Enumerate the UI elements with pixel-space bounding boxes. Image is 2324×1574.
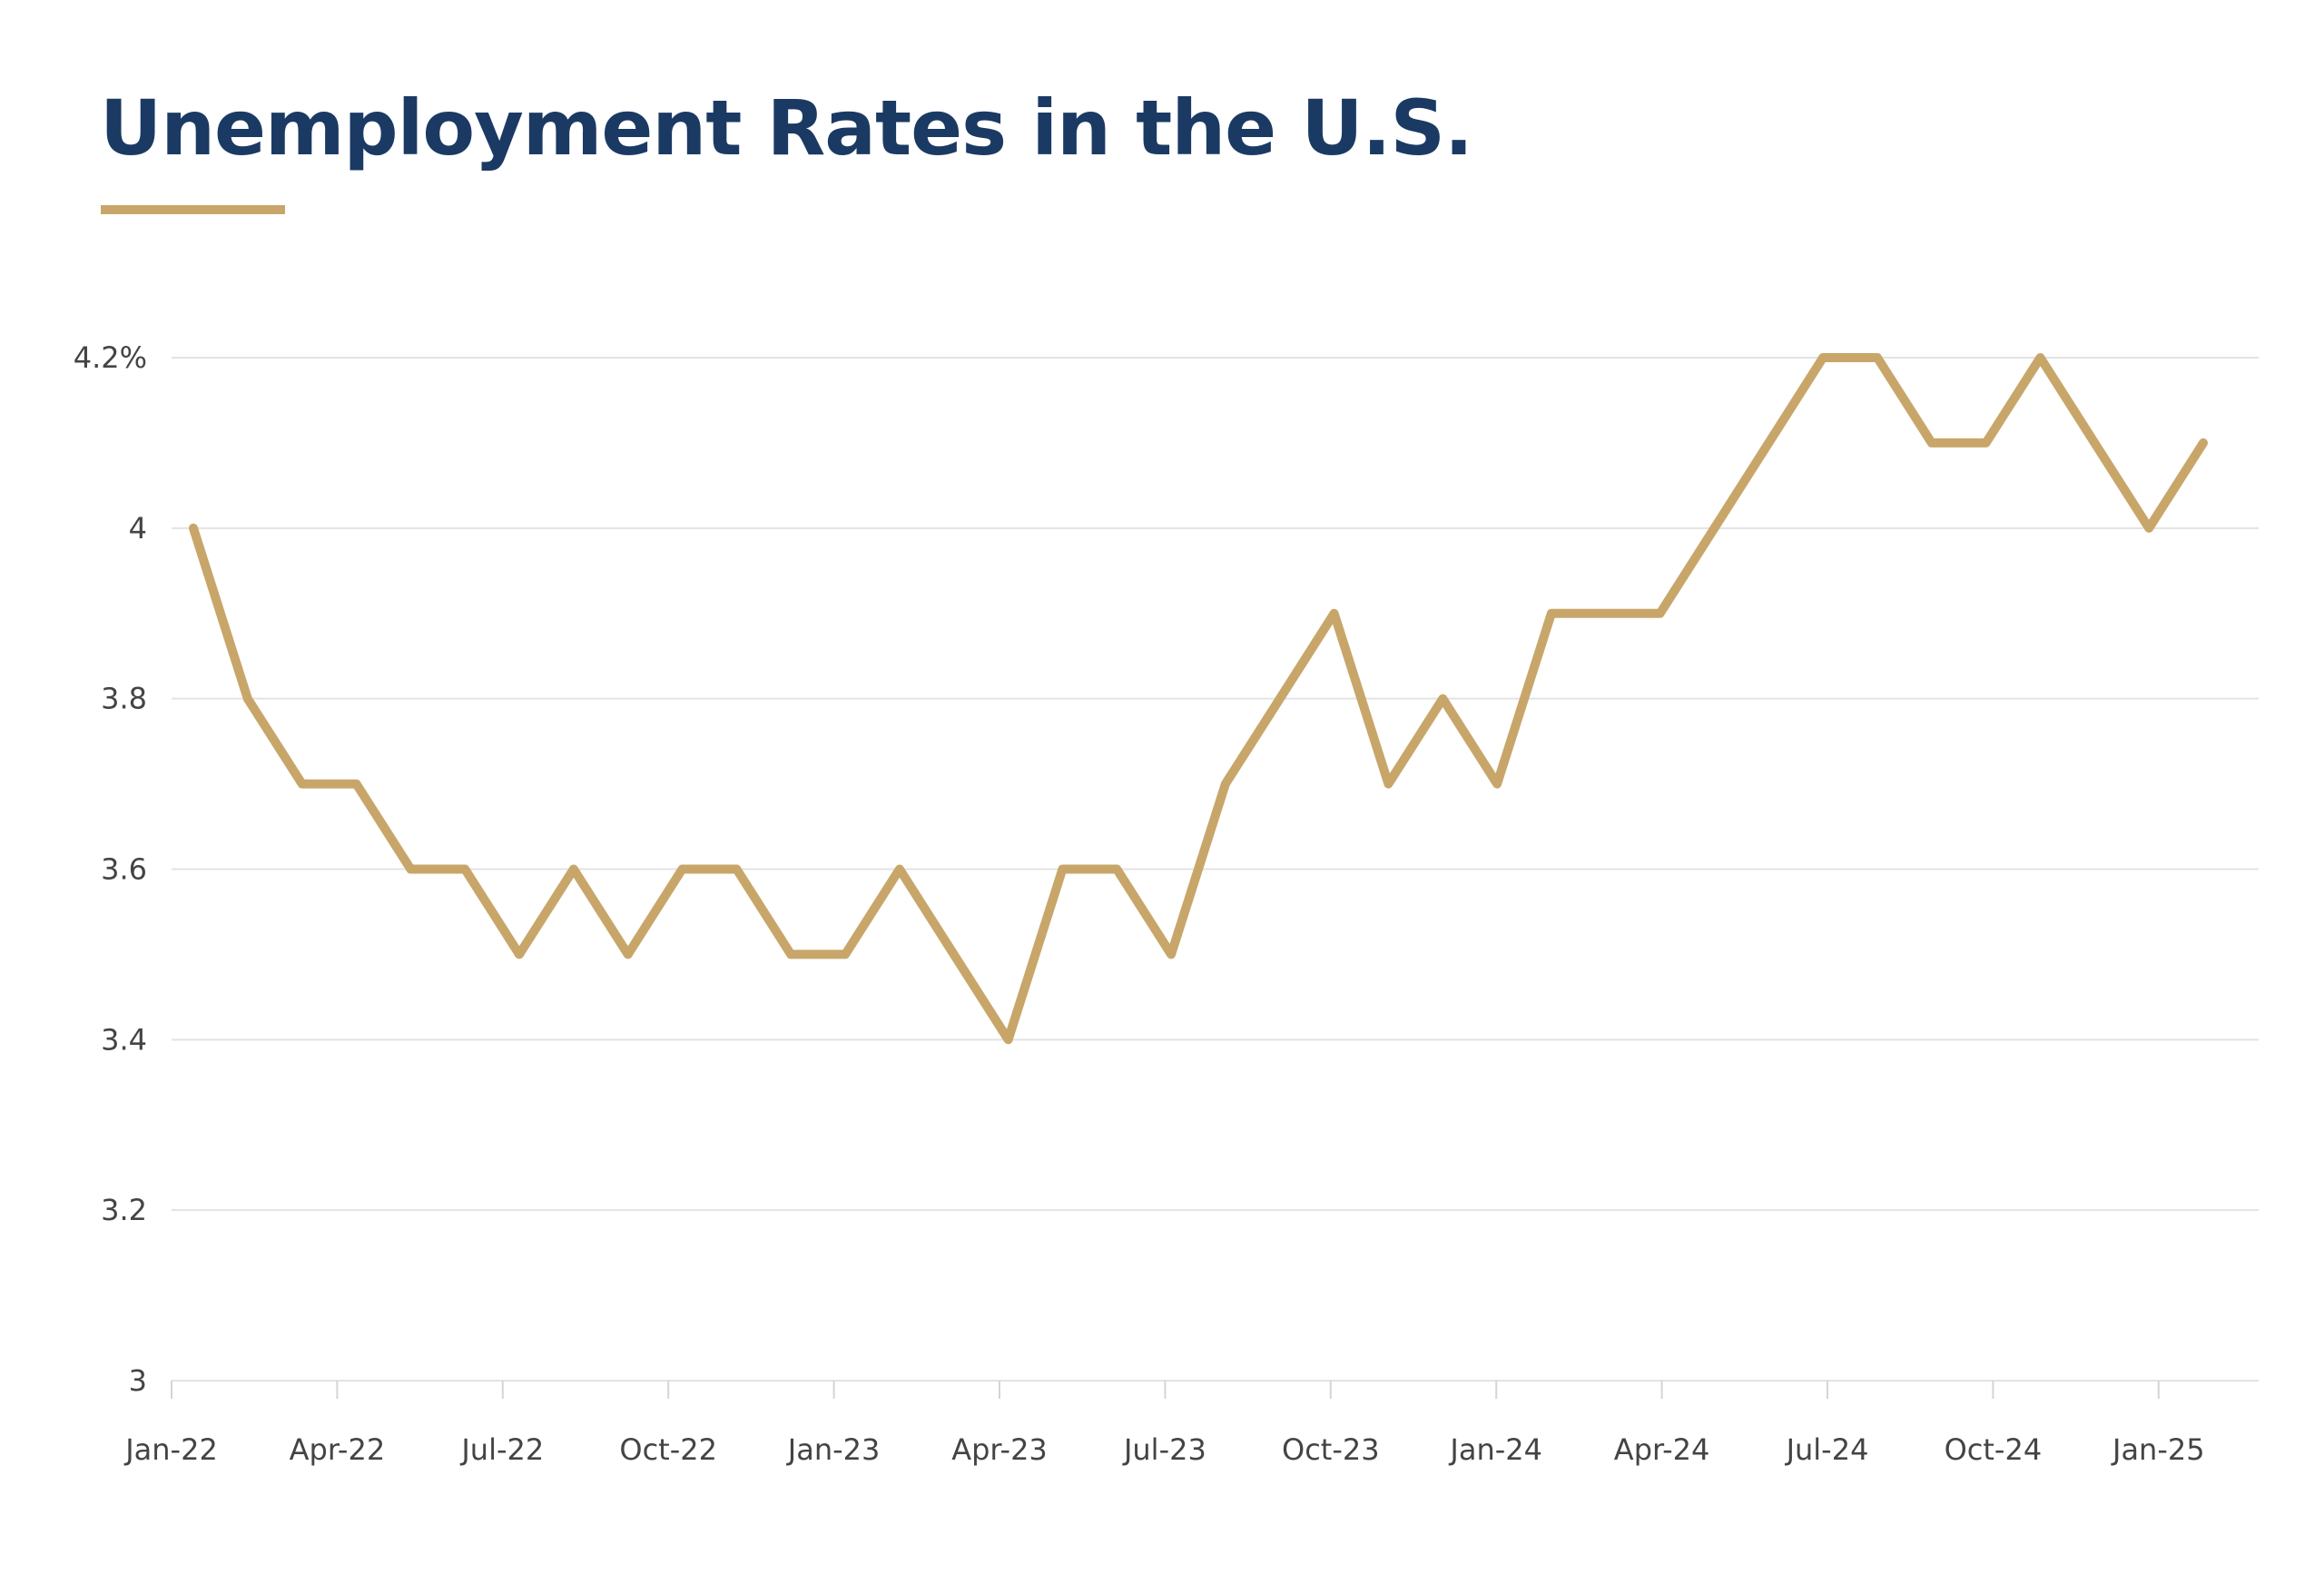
x-tick-label: Jul-22 — [459, 1432, 544, 1467]
y-tick-label: 3.2 — [101, 1193, 147, 1227]
x-tick-label: Jan-24 — [1448, 1432, 1542, 1467]
x-tick-label: Apr-23 — [951, 1432, 1048, 1467]
x-tick-label: Jul-23 — [1122, 1432, 1206, 1467]
x-tick-label: Oct-22 — [619, 1432, 717, 1467]
x-tick-label: Jul-24 — [1785, 1432, 1869, 1467]
y-tick-label: 4.2% — [74, 340, 147, 375]
x-tick-label: Oct-23 — [1282, 1432, 1380, 1467]
chart-title: Unemployment Rates in the U.S. — [100, 84, 1473, 172]
x-tick-label: Jan-22 — [123, 1432, 218, 1467]
y-tick-label: 3.4 — [101, 1022, 147, 1057]
y-tick-label: 4 — [129, 511, 147, 546]
x-tick-label: Jan-23 — [786, 1432, 881, 1467]
x-tick-label: Apr-24 — [1614, 1432, 1710, 1467]
y-tick-label: 3.6 — [101, 852, 147, 887]
title-underline — [101, 205, 285, 214]
y-tick-label: 3 — [129, 1363, 147, 1398]
series-line-unemployment — [189, 353, 2208, 1045]
y-tick-label: 3.8 — [101, 682, 147, 716]
x-tick-label: Jan-25 — [2111, 1432, 2205, 1467]
x-tick-label: Oct-24 — [1945, 1432, 2043, 1467]
x-tick-label: Apr-22 — [290, 1432, 386, 1467]
